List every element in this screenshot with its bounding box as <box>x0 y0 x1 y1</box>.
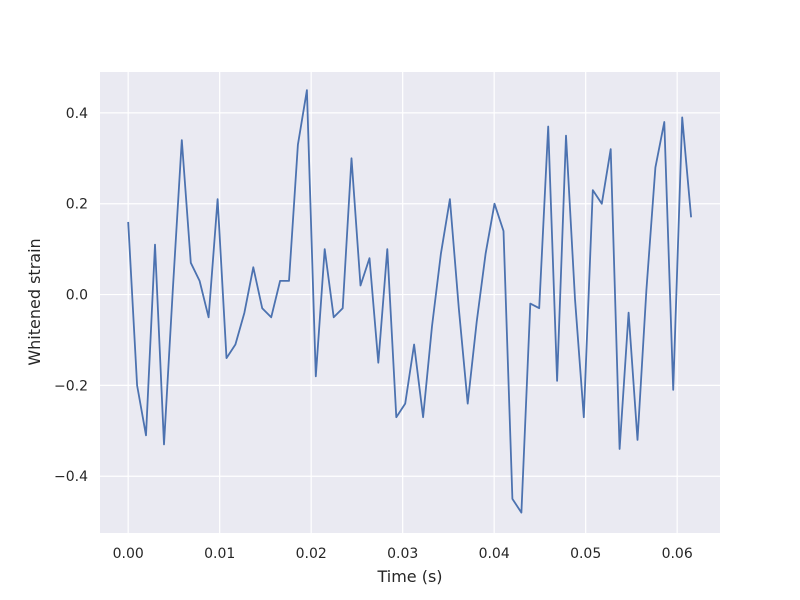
y-tick-label: −0.2 <box>54 378 88 394</box>
y-tick-label: 0.2 <box>66 197 88 213</box>
x-tick-label: 0.03 <box>387 546 418 562</box>
y-tick-label: −0.4 <box>54 469 88 485</box>
x-axis-label: Time (s) <box>376 567 442 586</box>
x-tick-label: 0.04 <box>479 546 510 562</box>
x-tick-label: 0.05 <box>570 546 601 562</box>
series-layer <box>127 89 692 514</box>
series-line <box>127 89 692 514</box>
y-tick-label: 0.0 <box>66 288 88 304</box>
plot-area <box>100 72 720 533</box>
x-tick-label: 0.01 <box>204 546 235 562</box>
y-axis-ticks: −0.4 −0.2 0.0 0.2 0.4 <box>54 106 88 485</box>
x-tick-label: 0.02 <box>296 546 327 562</box>
x-tick-label: 0.00 <box>113 546 144 562</box>
x-tick-label: 0.06 <box>662 546 693 562</box>
y-tick-label: 0.4 <box>66 106 88 122</box>
grid <box>100 72 720 533</box>
y-axis-label: Whitened strain <box>25 238 44 365</box>
x-axis-ticks: 0.00 0.01 0.02 0.03 0.04 0.05 0.06 <box>113 546 693 562</box>
